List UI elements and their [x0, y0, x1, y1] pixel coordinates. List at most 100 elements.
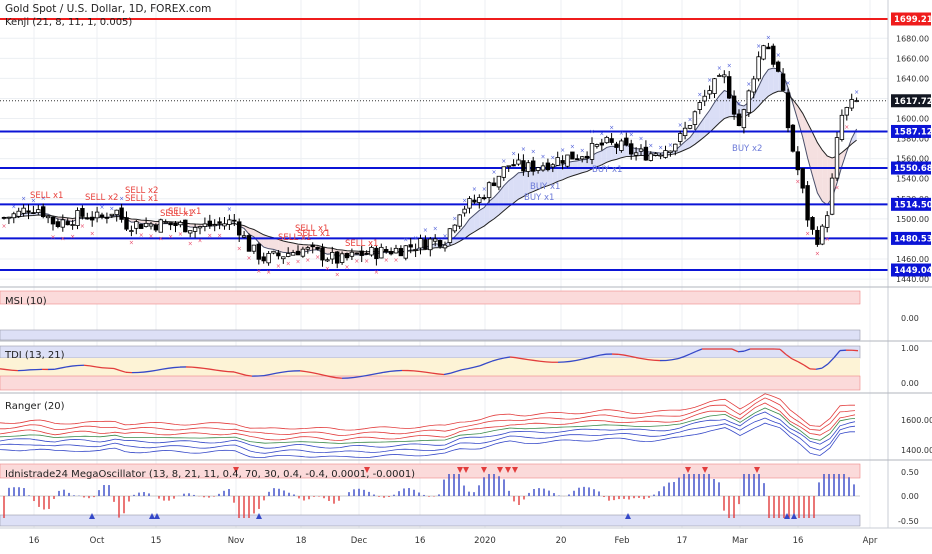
candle-body[interactable]	[561, 160, 565, 163]
candle-body[interactable]	[762, 46, 766, 59]
candle-body[interactable]	[845, 107, 849, 115]
candle-body[interactable]	[781, 74, 785, 91]
candle-body[interactable]	[830, 178, 834, 214]
candle-body[interactable]	[801, 169, 805, 189]
candle-body[interactable]	[247, 236, 251, 252]
candle-body[interactable]	[737, 114, 741, 126]
candle-body[interactable]	[208, 221, 212, 226]
candle-body[interactable]	[693, 112, 697, 125]
candle-body[interactable]	[674, 144, 678, 151]
candle-body[interactable]	[286, 254, 290, 257]
candle-body[interactable]	[218, 222, 222, 224]
candle-body[interactable]	[649, 154, 653, 161]
candle-body[interactable]	[37, 210, 41, 213]
candle-body[interactable]	[507, 166, 511, 167]
candle-body[interactable]	[482, 198, 486, 199]
candle-body[interactable]	[125, 218, 129, 230]
candle-body[interactable]	[551, 165, 555, 167]
candle-body[interactable]	[629, 144, 633, 154]
candle-body[interactable]	[282, 257, 286, 259]
candle-body[interactable]	[757, 57, 761, 79]
candle-body[interactable]	[120, 208, 124, 219]
candle-body[interactable]	[576, 159, 580, 160]
candle-body[interactable]	[149, 224, 153, 226]
candle-body[interactable]	[664, 151, 668, 158]
candle-body[interactable]	[12, 214, 16, 218]
candle-body[interactable]	[291, 253, 295, 256]
candle-body[interactable]	[556, 158, 560, 166]
candle-body[interactable]	[115, 210, 119, 214]
candle-body[interactable]	[56, 222, 60, 227]
candle-body[interactable]	[786, 93, 790, 128]
candle-body[interactable]	[654, 154, 658, 156]
candle-body[interactable]	[242, 236, 246, 237]
candle-body[interactable]	[17, 211, 21, 216]
candle-body[interactable]	[135, 222, 139, 229]
candle-body[interactable]	[272, 251, 276, 253]
candle-body[interactable]	[718, 75, 722, 76]
candle-body[interactable]	[639, 149, 643, 151]
candle-body[interactable]	[438, 240, 442, 246]
candle-body[interactable]	[536, 168, 540, 171]
candle-body[interactable]	[615, 144, 619, 147]
candle-body[interactable]	[723, 75, 727, 77]
candle-body[interactable]	[580, 157, 584, 159]
candle-body[interactable]	[95, 212, 99, 218]
candle-body[interactable]	[433, 239, 437, 241]
candle-body[interactable]	[144, 223, 148, 226]
candle-body[interactable]	[169, 223, 173, 225]
candle-body[interactable]	[130, 231, 134, 232]
study-title-ranger[interactable]: Ranger (20)	[5, 401, 65, 412]
candle-body[interactable]	[752, 79, 756, 92]
candle-body[interactable]	[71, 225, 75, 226]
candle-body[interactable]	[105, 217, 109, 218]
candle-body[interactable]	[414, 249, 418, 250]
candle-body[interactable]	[66, 221, 70, 224]
candle-body[interactable]	[463, 209, 467, 213]
candle-body[interactable]	[76, 210, 80, 225]
candle-body[interactable]	[345, 253, 349, 257]
candle-body[interactable]	[825, 216, 829, 228]
candle-body[interactable]	[678, 133, 682, 141]
candle-body[interactable]	[326, 260, 330, 261]
candle-body[interactable]	[355, 253, 359, 254]
candle-body[interactable]	[816, 230, 820, 244]
candle-body[interactable]	[41, 207, 45, 217]
candle-body[interactable]	[213, 225, 217, 226]
candle-body[interactable]	[747, 91, 751, 113]
candle-body[interactable]	[531, 161, 535, 171]
candle-body[interactable]	[331, 252, 335, 259]
candle-body[interactable]	[311, 245, 315, 247]
candle-body[interactable]	[497, 176, 501, 187]
candle-body[interactable]	[223, 224, 227, 226]
candle-body[interactable]	[188, 231, 192, 233]
candle-body[interactable]	[375, 248, 379, 258]
candle-body[interactable]	[164, 222, 168, 223]
candle-body[interactable]	[796, 152, 800, 170]
candle-body[interactable]	[27, 211, 31, 212]
candle-body[interactable]	[742, 110, 746, 128]
candle-body[interactable]	[174, 223, 178, 225]
candle-body[interactable]	[409, 245, 413, 247]
candle-body[interactable]	[306, 248, 310, 250]
candle-body[interactable]	[316, 247, 320, 249]
candle-body[interactable]	[203, 224, 207, 227]
candle-body[interactable]	[86, 218, 90, 219]
candle-body[interactable]	[487, 183, 491, 198]
candle-body[interactable]	[296, 251, 300, 255]
candle-body[interactable]	[605, 137, 609, 142]
candle-body[interactable]	[776, 62, 780, 71]
candle-body[interactable]	[620, 141, 624, 151]
study-title-megaoscillator[interactable]: Idnistrade24 MegaOscillator (13, 8, 21, …	[5, 469, 415, 480]
candle-body[interactable]	[625, 138, 629, 145]
candle-body[interactable]	[517, 160, 521, 164]
study-title-tdi[interactable]: TDI (13, 21)	[5, 350, 65, 361]
study-title-kenji[interactable]: Kenji (21, 8, 11, 1, 0.005)	[5, 17, 132, 28]
candle-body[interactable]	[703, 96, 707, 101]
candle-body[interactable]	[257, 244, 261, 259]
candle-body[interactable]	[850, 99, 854, 108]
candle-body[interactable]	[380, 247, 384, 258]
candle-body[interactable]	[404, 246, 408, 258]
